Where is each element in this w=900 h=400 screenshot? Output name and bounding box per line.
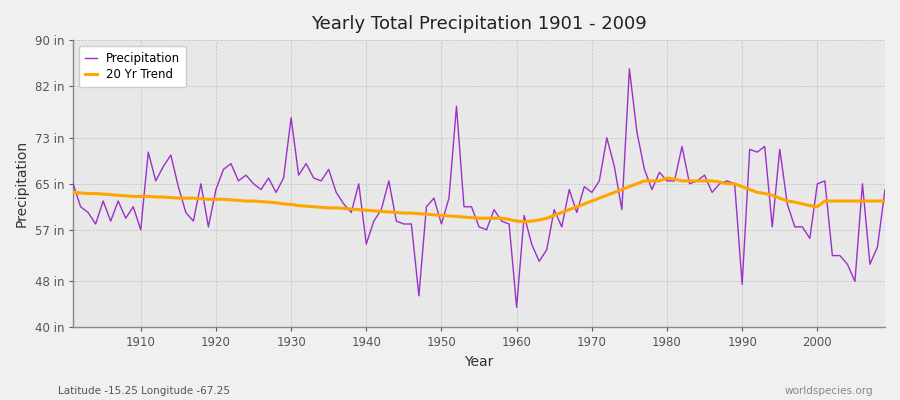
20 Yr Trend	[293, 203, 304, 208]
Precipitation	[879, 187, 890, 192]
Y-axis label: Precipitation: Precipitation	[15, 140, 29, 227]
Line: Precipitation: Precipitation	[73, 69, 885, 307]
Text: worldspecies.org: worldspecies.org	[785, 386, 873, 396]
20 Yr Trend	[511, 219, 522, 224]
20 Yr Trend	[338, 206, 349, 211]
Precipitation	[128, 204, 139, 209]
Title: Yearly Total Precipitation 1901 - 2009: Yearly Total Precipitation 1901 - 2009	[311, 15, 647, 33]
X-axis label: Year: Year	[464, 355, 494, 369]
20 Yr Trend	[128, 194, 139, 199]
Precipitation	[338, 202, 349, 206]
Precipitation	[624, 66, 634, 71]
Precipitation	[511, 305, 522, 310]
Precipitation	[293, 173, 304, 178]
Precipitation	[609, 164, 620, 169]
Precipitation	[504, 222, 515, 226]
20 Yr Trend	[609, 190, 620, 195]
Precipitation	[518, 213, 529, 218]
Legend: Precipitation, 20 Yr Trend: Precipitation, 20 Yr Trend	[79, 46, 186, 87]
20 Yr Trend	[518, 219, 529, 224]
Line: 20 Yr Trend: 20 Yr Trend	[73, 178, 885, 222]
20 Yr Trend	[662, 176, 672, 180]
Precipitation	[68, 181, 78, 186]
20 Yr Trend	[68, 190, 78, 195]
Text: Latitude -15.25 Longitude -67.25: Latitude -15.25 Longitude -67.25	[58, 386, 230, 396]
20 Yr Trend	[504, 217, 515, 222]
20 Yr Trend	[879, 199, 890, 204]
